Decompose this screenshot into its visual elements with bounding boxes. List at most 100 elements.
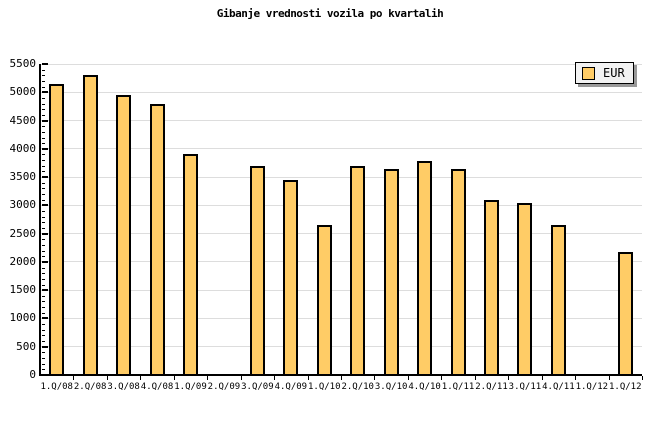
y-minor-tick [42, 171, 45, 173]
y-minor-tick [42, 358, 45, 360]
x-axis-tick-label: 2.Q/08 [73, 382, 107, 392]
y-axis-tick-label: 4500 [9, 113, 37, 127]
y-minor-tick [42, 194, 45, 196]
x-axis-tick-label: 3.Q/10 [374, 382, 408, 392]
bar-2.Q/10 [350, 165, 366, 374]
x-axis-tick-label: 1.Q/11 [441, 382, 475, 392]
y-minor-tick [42, 341, 45, 343]
x-axis-tick-label: 4.Q/09 [274, 382, 308, 392]
x-axis-tick [307, 376, 309, 380]
y-minor-tick [42, 131, 45, 133]
x-axis-tick-label: 1.Q/12 [609, 382, 642, 392]
y-minor-tick [42, 329, 45, 331]
y-minor-tick [42, 211, 45, 213]
x-axis-tick-label: 2.Q/11 [475, 382, 508, 392]
y-axis-tick-label: 2000 [9, 254, 37, 268]
y-minor-tick [42, 250, 45, 252]
y-major-tick [42, 119, 48, 122]
x-axis-tick [575, 376, 577, 380]
y-minor-tick [42, 165, 45, 167]
legend: EUR [575, 62, 634, 84]
y-minor-tick [42, 295, 45, 297]
x-axis-tick [508, 376, 510, 380]
x-axis-tick-label: 2.Q/10 [341, 382, 374, 392]
x-axis-tick-label: 2.Q/09 [207, 382, 241, 392]
y-gridline [41, 204, 642, 206]
y-gridline [41, 233, 642, 235]
y-gridline [41, 176, 642, 178]
y-minor-tick [42, 154, 45, 156]
y-axis-tick-label: 1000 [9, 311, 37, 325]
y-minor-tick [42, 227, 45, 229]
bar-4.Q/11 [550, 225, 566, 374]
y-minor-tick [42, 307, 45, 309]
y-minor-tick [42, 312, 45, 314]
y-axis-tick-label: 1500 [9, 283, 37, 297]
y-minor-tick [42, 363, 45, 365]
x-axis-tick [474, 376, 476, 380]
y-minor-tick [42, 182, 45, 184]
y-gridline [41, 148, 642, 150]
bar-3.Q/11 [517, 202, 533, 374]
bar-1.Q/11 [450, 168, 466, 374]
y-minor-tick [42, 324, 45, 326]
x-axis-tick-label: 3.Q/08 [107, 382, 140, 392]
x-axis-tick-label: 4.Q/10 [408, 382, 441, 392]
y-minor-tick [42, 244, 45, 246]
x-axis-tick [240, 376, 242, 380]
y-major-tick [42, 289, 48, 292]
y-minor-tick [42, 301, 45, 303]
x-axis-tick-label: 3.Q/11 [508, 382, 542, 392]
y-axis-tick-label: 5000 [9, 85, 37, 99]
bar-2.Q/11 [484, 199, 499, 374]
bar-4.Q/10 [417, 161, 433, 374]
y-gridline [41, 317, 642, 319]
y-gridline [41, 261, 642, 263]
x-axis-tick [642, 376, 643, 380]
y-major-tick [42, 147, 48, 150]
y-minor-tick [42, 278, 45, 280]
y-axis-tick-label: 500 [16, 339, 36, 353]
y-minor-tick [42, 284, 45, 286]
y-minor-tick [42, 80, 45, 82]
chart-title: Gibanje vrednosti vozila po kvartalih [216, 7, 444, 20]
y-gridline [41, 346, 642, 348]
y-minor-tick [42, 137, 45, 139]
x-axis-tick-label: 4.Q/11 [542, 382, 575, 392]
legend-swatch-icon [582, 66, 595, 80]
x-axis-tick-label: 1.Q/10 [308, 382, 341, 392]
y-major-tick [42, 232, 48, 235]
y-minor-tick [42, 86, 45, 88]
y-minor-tick [42, 143, 45, 145]
y-axis-tick-label: 3000 [9, 198, 37, 212]
y-major-tick [42, 317, 48, 320]
y-minor-tick [42, 97, 45, 99]
bar-3.Q/09 [249, 165, 265, 374]
y-gridline [41, 91, 642, 93]
y-axis-line [39, 64, 41, 376]
x-axis-tick-label: 1.Q/12 [575, 382, 609, 392]
x-axis-tick [106, 376, 108, 380]
x-axis-tick [173, 376, 175, 380]
bar-4.Q/08 [149, 103, 165, 374]
bar-3.Q/10 [383, 168, 399, 374]
y-minor-tick [42, 273, 45, 275]
y-major-tick [42, 176, 48, 179]
y-major-tick [42, 63, 48, 65]
x-axis-tick [441, 376, 443, 380]
y-major-tick [42, 260, 48, 263]
y-axis-tick-label: 0 [29, 368, 36, 381]
x-axis-tick [608, 376, 610, 380]
y-minor-tick [42, 160, 45, 162]
y-gridline [41, 120, 642, 122]
x-axis-tick [407, 376, 409, 380]
y-minor-tick [42, 369, 45, 371]
x-axis-tick-label: 1.Q/09 [174, 382, 207, 392]
y-gridline [41, 63, 642, 65]
y-minor-tick [42, 256, 45, 258]
y-axis-tick-label: 4000 [9, 141, 37, 155]
y-minor-tick [42, 199, 45, 201]
bar-1.Q/08 [49, 83, 65, 374]
x-axis-tick-label: 1.Q/08 [40, 382, 73, 392]
